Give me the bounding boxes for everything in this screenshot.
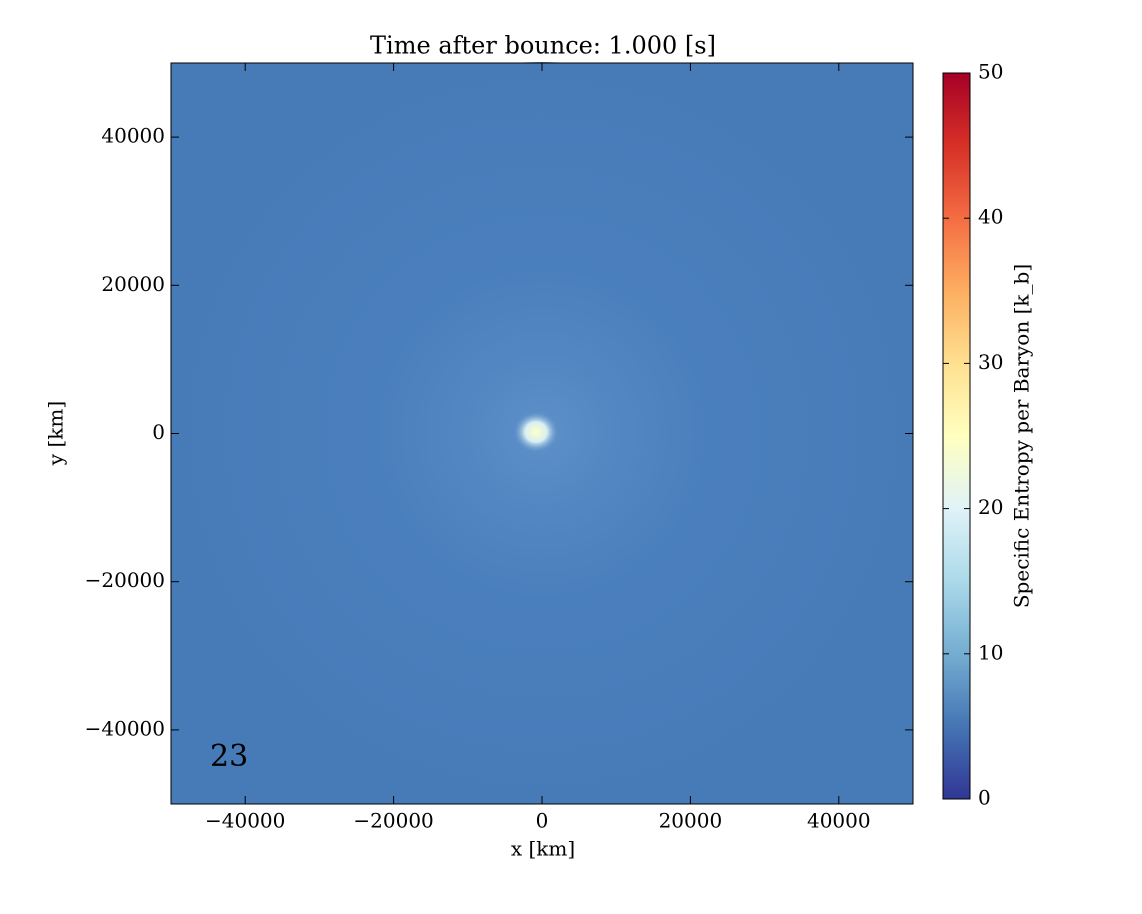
y-tick-label: −20000 (85, 568, 165, 592)
x-tick-label: 40000 (807, 809, 871, 833)
x-tick-label: −40000 (205, 809, 285, 833)
colorbar-tick-label: 0 (978, 786, 991, 810)
x-axis-label: x [km] (511, 837, 575, 861)
colorbar-tick-label: 30 (978, 350, 1003, 374)
y-tick-label: 0 (152, 420, 165, 444)
colorbar-tick-label: 50 (978, 60, 1003, 84)
y-tick-label: 20000 (101, 272, 165, 296)
colorbar-tick-label: 40 (978, 205, 1003, 229)
colorbar-label: Specific Entropy per Baryon [k_b] (1010, 264, 1034, 608)
x-tick-label: −20000 (353, 809, 433, 833)
chart-title: Time after bounce: 1.000 [s] (370, 32, 716, 60)
colorbar-tick-label: 20 (978, 495, 1003, 519)
field-core (514, 412, 558, 452)
colorbar (942, 72, 971, 800)
x-tick-label: 20000 (659, 809, 723, 833)
y-tick-label: −40000 (85, 716, 165, 740)
y-tick-label: 40000 (101, 124, 165, 148)
x-tick-label: 0 (536, 809, 549, 833)
y-axis-label: y [km] (44, 401, 68, 466)
annotation: 23 (210, 739, 248, 774)
colorbar-tick-label: 10 (978, 640, 1003, 664)
